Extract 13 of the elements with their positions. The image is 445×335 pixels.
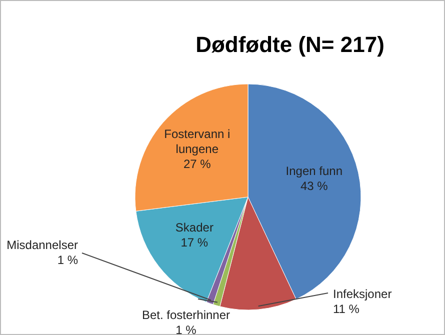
- data-label: 1 %: [57, 253, 78, 267]
- data-label: 27 %: [183, 157, 212, 172]
- chart-title: Dødfødte (N= 217): [196, 32, 384, 57]
- slice-label: Bet. fosterhinner: [142, 308, 230, 322]
- data-label: 1 %: [176, 323, 197, 335]
- data-label: 17 %: [180, 236, 208, 250]
- slice-label: Ingen funn: [286, 164, 343, 178]
- data-label: 43 %: [300, 179, 328, 194]
- slice-label: Skader: [175, 220, 214, 235]
- slice-label: Infeksjoner: [333, 287, 392, 301]
- slice-label: Fostervann i lungene: [164, 127, 230, 156]
- slice-label: Misdannelser: [6, 238, 78, 252]
- data-label: 11 %: [333, 302, 360, 316]
